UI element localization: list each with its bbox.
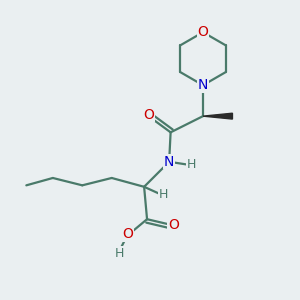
Text: O: O — [122, 227, 134, 241]
Text: O: O — [168, 218, 179, 232]
Text: O: O — [198, 25, 208, 39]
Text: H: H — [187, 158, 196, 171]
Text: O: O — [143, 108, 154, 122]
Text: N: N — [198, 78, 208, 92]
Text: N: N — [164, 155, 174, 169]
Text: H: H — [159, 188, 168, 201]
Polygon shape — [203, 113, 232, 119]
Text: H: H — [114, 247, 124, 260]
